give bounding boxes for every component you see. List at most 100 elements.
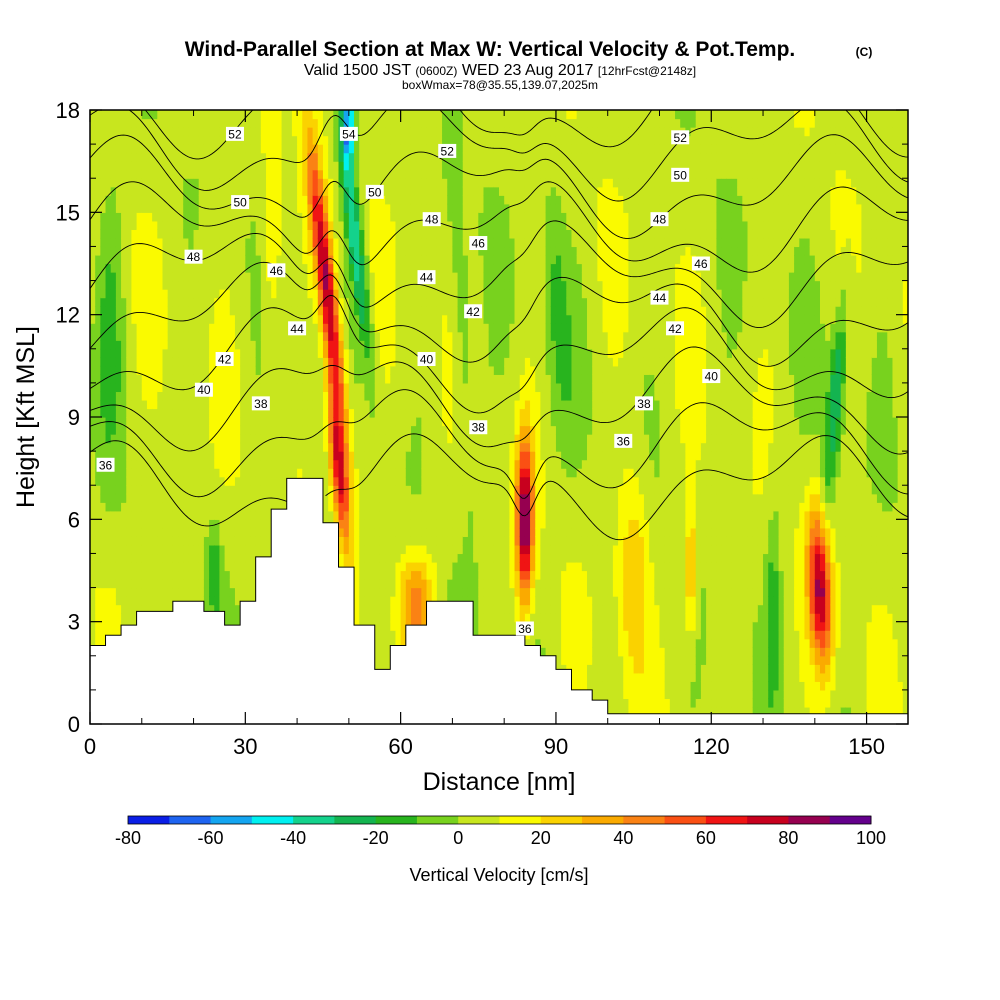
- velocity-cell: [110, 587, 117, 597]
- velocity-cell: [152, 596, 158, 606]
- velocity-cell: [162, 314, 169, 324]
- velocity-cell: [442, 118, 448, 128]
- velocity-cell: [198, 544, 205, 555]
- velocity-cell: [209, 527, 215, 537]
- velocity-cell: [266, 468, 272, 478]
- velocity-cell: [157, 365, 164, 375]
- velocity-cell: [312, 399, 319, 410]
- velocity-cell: [400, 587, 407, 597]
- velocity-cell: [338, 382, 345, 393]
- velocity-cell: [385, 365, 391, 375]
- velocity-cell: [162, 357, 169, 367]
- velocity-cell: [141, 527, 148, 537]
- velocity-cell: [421, 434, 428, 444]
- velocity-cell: [157, 382, 164, 393]
- velocity-cell: [110, 348, 117, 358]
- velocity-cell: [146, 289, 153, 299]
- velocity-cell: [188, 391, 195, 401]
- velocity-cell: [291, 425, 298, 435]
- velocity-cell: [90, 203, 96, 213]
- velocity-cell: [333, 297, 340, 307]
- velocity-cell: [121, 110, 127, 120]
- velocity-cell: [359, 442, 365, 452]
- velocity-cell: [121, 391, 127, 401]
- velocity-cell: [307, 451, 314, 461]
- velocity-cell: [359, 519, 365, 529]
- velocity-cell: [410, 246, 417, 256]
- velocity-cell: [436, 434, 443, 444]
- velocity-cell: [343, 425, 350, 435]
- velocity-cell: [426, 417, 433, 427]
- velocity-cell: [229, 391, 236, 401]
- velocity-cell: [240, 587, 246, 597]
- velocity-cell: [291, 118, 298, 128]
- velocity-cell: [131, 579, 138, 589]
- velocity-cell: [354, 323, 360, 333]
- velocity-cell: [183, 485, 189, 495]
- velocity-cell: [369, 289, 376, 299]
- velocity-cell: [297, 186, 303, 196]
- velocity-cell: [338, 493, 345, 503]
- velocity-cell: [136, 493, 143, 503]
- velocity-cell: [276, 178, 283, 188]
- velocity-cell: [405, 306, 412, 316]
- velocity-cell: [442, 186, 448, 196]
- velocity-cell: [209, 195, 215, 205]
- velocity-cell: [426, 135, 433, 145]
- velocity-cell: [416, 340, 422, 350]
- velocity-cell: [338, 289, 345, 299]
- velocity-cell: [379, 127, 386, 137]
- velocity-cell: [255, 417, 262, 427]
- velocity-cell: [115, 306, 122, 316]
- velocity-cell: [183, 229, 189, 239]
- velocity-cell: [209, 570, 215, 580]
- velocity-cell: [405, 118, 412, 128]
- velocity-cell: [131, 365, 138, 375]
- velocity-cell: [405, 272, 412, 282]
- velocity-cell: [400, 544, 407, 555]
- velocity-cell: [338, 246, 345, 256]
- velocity-cell: [255, 519, 262, 529]
- velocity-cell: [385, 544, 391, 555]
- velocity-cell: [410, 382, 417, 393]
- velocity-cell: [302, 357, 309, 367]
- velocity-cell: [436, 254, 443, 265]
- velocity-cell: [209, 212, 215, 222]
- velocity-cell: [121, 254, 127, 265]
- velocity-cell: [183, 365, 189, 375]
- velocity-cell: [250, 459, 257, 469]
- velocity-cell: [141, 425, 148, 435]
- subtitle-forecast: [12hrFcst@2148z]: [598, 64, 696, 78]
- velocity-cell: [157, 212, 164, 222]
- velocity-cell: [260, 246, 267, 256]
- velocity-cell: [188, 272, 195, 282]
- velocity-cell: [369, 152, 376, 162]
- velocity-cell: [271, 365, 277, 375]
- velocity-cell: [405, 365, 412, 375]
- velocity-cell: [374, 527, 381, 537]
- velocity-cell: [297, 144, 303, 154]
- velocity-cell: [95, 306, 101, 316]
- velocity-cell: [436, 280, 443, 290]
- velocity-cell: [172, 357, 179, 367]
- velocity-cell: [359, 596, 365, 606]
- velocity-cell: [395, 263, 402, 273]
- velocity-cell: [250, 178, 257, 188]
- velocity-cell: [442, 135, 448, 145]
- velocity-cell: [307, 220, 314, 230]
- velocity-cell: [317, 289, 324, 299]
- velocity-cell: [203, 212, 210, 222]
- velocity-cell: [374, 476, 381, 486]
- velocity-cell: [245, 493, 252, 503]
- velocity-cell: [121, 246, 127, 256]
- velocity-cell: [131, 246, 138, 256]
- velocity-cell: [312, 152, 319, 162]
- velocity-cell: [436, 553, 443, 563]
- velocity-cell: [379, 442, 386, 452]
- velocity-cell: [317, 408, 324, 418]
- velocity-cell: [374, 118, 381, 128]
- velocity-cell: [131, 212, 138, 222]
- velocity-cell: [214, 314, 221, 324]
- velocity-cell: [379, 306, 386, 316]
- velocity-cell: [322, 246, 329, 256]
